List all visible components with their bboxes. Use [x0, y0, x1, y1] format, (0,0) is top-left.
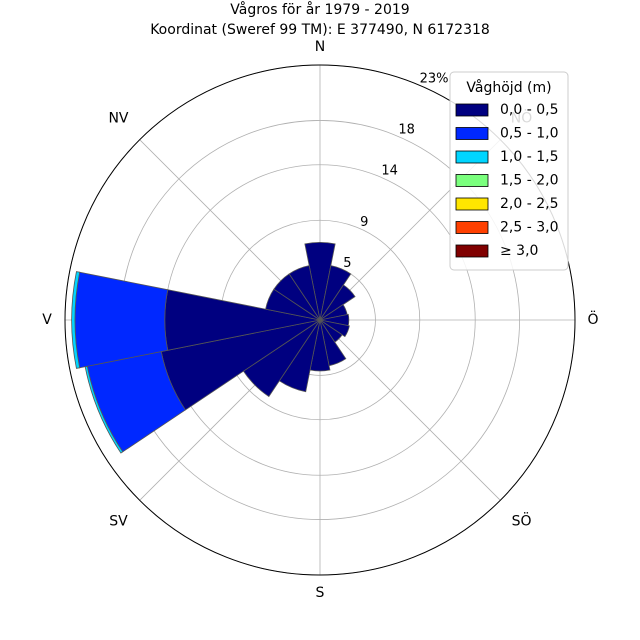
- direction-label-2: Ö: [587, 310, 598, 328]
- legend-label-5: 2,5 - 3,0: [500, 220, 558, 236]
- legend-swatch-3: [455, 174, 489, 187]
- legend-title: Våghöjd (m): [466, 79, 551, 96]
- legend-label-0: 0,0 - 0,5: [500, 102, 558, 118]
- legend-label-2: 1,0 - 1,5: [500, 149, 558, 165]
- legend-swatch-2: [455, 150, 489, 164]
- radial-tick-label-2: 14: [381, 164, 398, 179]
- legend-swatch-1: [455, 127, 489, 140]
- bar-sector-0-bin-0: [304, 242, 336, 321]
- outer-frame: [64, 64, 576, 576]
- legend-swatch-4: [455, 197, 489, 211]
- legend-entries: 0,0 - 0,5 0,5 - 1,0 1,0 - 1,5 1,5 - 2,0 2,0 …: [455, 102, 558, 259]
- direction-label-5: SV: [109, 514, 128, 530]
- bar-sector-12-bin-2: [71, 271, 81, 369]
- radial-tick-label-3: 18: [398, 123, 415, 138]
- legend: Våghöjd (m) 0,0 - 0,5 0,5 - 1,0 1,0 - 1,5 1…: [449, 71, 569, 271]
- direction-label-3: SÖ: [512, 512, 532, 530]
- radial-tick-labels: 5 9 14 18 23%: [343, 71, 448, 270]
- legend-label-6: ≥ 3,0: [500, 243, 538, 259]
- legend-label-1: 0,5 - 1,0: [500, 126, 558, 142]
- wave-bars: [71, 242, 356, 454]
- direction-label-4: S: [316, 585, 325, 601]
- legend-label-3: 1,5 - 2,0: [500, 173, 558, 189]
- bar-sector-15-bin-0: [288, 265, 321, 321]
- bar-sector-2-bin-0: [319, 284, 356, 321]
- legend-frame: [449, 71, 569, 271]
- grid-spoke-3: [319, 319, 501, 501]
- direction-label-6: V: [42, 312, 52, 328]
- radial-tick-label-0: 5: [343, 256, 351, 271]
- legend-swatch-0: [455, 103, 489, 117]
- radial-tick-label-1: 9: [360, 215, 368, 230]
- radial-tick-label-4: 23%: [420, 71, 449, 86]
- legend-label-4: 2,0 - 2,5: [500, 196, 558, 212]
- bar-sector-1-bin-0: [319, 265, 352, 321]
- chart-title: Vågros för år 1979 - 2019: [230, 1, 409, 18]
- direction-label-0: N: [315, 39, 325, 55]
- legend-swatch-6: [455, 244, 489, 258]
- direction-label-7: NV: [108, 110, 128, 126]
- legend-swatch-5: [455, 221, 489, 234]
- bar-sector-5-bin-0: [319, 319, 350, 338]
- chart-subtitle: Koordinat (Sweref 99 TM): E 377490, N 61…: [150, 22, 490, 38]
